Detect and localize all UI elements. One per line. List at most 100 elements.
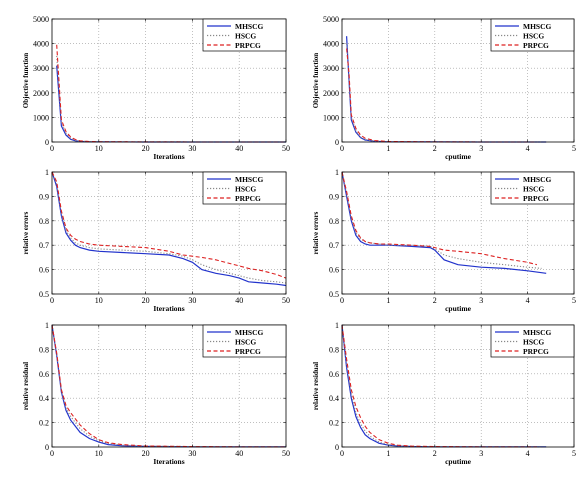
x-axis-label: cputime [445,152,472,161]
x-tick-label: 20 [142,449,150,458]
x-tick-label: 30 [188,296,196,305]
x-tick-label: 40 [235,144,243,153]
series-line-prpcg [56,44,286,143]
x-tick-label: 0 [50,449,54,458]
x-tick-label: 2 [433,296,437,305]
y-tick-label: 3000 [323,64,339,73]
x-tick-label: 50 [282,449,290,458]
x-axis-label: Iterations [153,457,184,466]
x-tick-label: 20 [142,296,150,305]
x-axis-label: cputime [445,457,472,466]
y-tick-label: 0.7 [39,241,49,250]
x-tick-label: 40 [235,449,243,458]
y-tick-label: 0.8 [39,345,49,354]
y-tick-label: 0.7 [329,241,339,250]
y-tick-label: 0.9 [39,192,49,201]
series-line-hscg [51,171,287,284]
series-line-prpcg [341,171,538,266]
legend-label-prpcg: PRPCG [235,41,261,50]
chart-panel-5: 0 10 20 30 40 50 0 0.2 0.4 0.6 0.8 1 Iterations relat… [22,321,290,466]
y-axis-label: relative errors [312,211,320,254]
y-tick-label: 0.2 [329,419,339,428]
y-axis-label: Objective function [312,53,320,109]
legend-label-hscg: HSCG [235,185,256,194]
y-tick-label: 0.6 [329,370,339,379]
x-tick-label: 3 [479,296,483,305]
x-tick-label: 30 [188,449,196,458]
y-axis-label: relative residual [312,362,320,410]
x-tick-label: 0 [340,296,344,305]
legend-label-mhscg: MHSCG [235,175,264,184]
y-tick-label: 0.5 [39,290,49,299]
series-line-mhscg [341,171,547,274]
series-line-mhscg [346,36,547,143]
x-tick-label: 10 [95,449,103,458]
x-tick-label: 0 [340,449,344,458]
y-tick-label: 0.9 [329,192,339,201]
x-axis-label: Iterations [153,304,184,313]
chart-panel-2: 0 1 2 3 4 5 0 1000 2000 3000 4000 5000 cputime Object… [312,15,576,161]
legend-label-prpcg: PRPCG [523,194,549,203]
series-line-prpcg [51,171,287,279]
x-tick-label: 4 [526,449,530,458]
x-axis-label: Iterations [153,152,184,161]
legend-label-mhscg: MHSCG [523,328,552,337]
legend-label-mhscg: MHSCG [523,175,552,184]
series-line-hscg [341,171,542,269]
chart-panel-6: 0 1 2 3 4 5 0 0.2 0.4 0.6 0.8 1 cputime relative resi… [312,321,576,466]
axes-frame [51,18,287,143]
legend-label-prpcg: PRPCG [235,194,261,203]
x-tick-label: 1 [386,144,390,153]
x-tick-label: 30 [188,144,196,153]
x-tick-label: 3 [479,144,483,153]
x-tick-label: 10 [95,144,103,153]
axes-frame [341,324,575,448]
y-tick-label: 5000 [33,15,49,24]
y-axis-label: relative errors [22,211,30,254]
series-line-prpcg [51,324,286,448]
y-tick-label: 0.4 [329,394,339,403]
x-tick-label: 10 [95,296,103,305]
x-tick-label: 5 [572,296,576,305]
legend-label-hscg: HSCG [523,32,544,41]
axes-frame [51,171,287,295]
legend-label-mhscg: MHSCG [235,328,264,337]
y-tick-label: 0 [45,443,49,452]
y-tick-label: 1 [45,321,49,330]
y-tick-label: 0.4 [39,394,49,403]
y-tick-label: 1 [45,168,49,177]
y-tick-label: 0 [45,138,49,147]
x-tick-label: 50 [282,296,290,305]
legend-label-prpcg: PRPCG [523,347,549,356]
y-tick-label: 2000 [33,89,49,98]
y-tick-label: 4000 [323,40,339,49]
legend-label-hscg: HSCG [523,338,544,347]
y-tick-label: 1 [335,321,339,330]
x-tick-label: 4 [526,296,530,305]
series-line-hscg [51,324,286,448]
y-tick-label: 0.2 [39,419,49,428]
x-tick-label: 5 [572,449,576,458]
y-tick-label: 0.6 [39,370,49,379]
x-tick-label: 0 [50,144,54,153]
y-axis-label: Objective function [22,53,30,109]
x-tick-label: 20 [142,144,150,153]
y-tick-label: 1000 [323,113,339,122]
x-axis-label: cputime [445,304,472,313]
series-line-prpcg [346,48,537,143]
x-tick-label: 1 [386,449,390,458]
y-tick-label: 3000 [33,64,49,73]
y-tick-label: 2000 [323,89,339,98]
y-tick-label: 0.6 [39,266,49,275]
y-tick-label: 1000 [33,113,49,122]
x-tick-label: 50 [282,144,290,153]
y-axis-label: relative residual [22,362,30,410]
axes-frame [341,171,575,295]
